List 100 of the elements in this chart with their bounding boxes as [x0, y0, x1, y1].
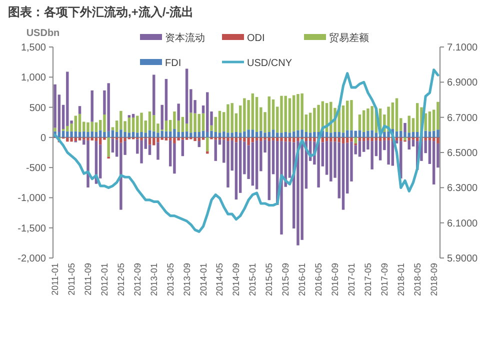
bar — [103, 90, 106, 115]
bar — [164, 131, 168, 138]
bar — [160, 137, 164, 140]
bar — [70, 137, 73, 142]
bar — [395, 131, 398, 138]
bar — [350, 100, 353, 130]
bar — [362, 132, 366, 138]
bar — [152, 74, 156, 116]
x-tick-label: 2014-09 — [231, 263, 242, 296]
legend-label: FDI — [165, 58, 182, 69]
bar — [144, 120, 147, 133]
bar — [156, 124, 160, 133]
bar — [362, 137, 366, 142]
bar — [124, 137, 126, 142]
bar — [387, 131, 390, 138]
bar — [404, 132, 406, 138]
bar — [292, 131, 296, 138]
bar — [190, 112, 192, 133]
x-tick-label: 2012-01 — [99, 263, 110, 296]
y2-tick-label: 6.9000 — [447, 78, 478, 89]
bar — [168, 131, 172, 138]
bar — [173, 137, 176, 144]
bar — [334, 142, 336, 178]
x-tick-label: 2017-09 — [379, 263, 390, 296]
bar — [370, 106, 374, 130]
bar — [124, 141, 126, 155]
bar — [107, 131, 110, 138]
bar — [164, 120, 168, 132]
bar — [148, 130, 152, 138]
x-tick-label: 2016-05 — [314, 263, 324, 296]
bar — [247, 137, 250, 146]
bar — [198, 141, 201, 148]
bar — [185, 131, 188, 138]
x-tick-label: 2012-05 — [116, 263, 126, 296]
bar — [238, 137, 242, 140]
bar — [255, 132, 258, 138]
bar — [313, 137, 316, 142]
bar — [132, 114, 135, 118]
bar — [313, 108, 316, 132]
bar — [428, 137, 432, 140]
y-axis-title: USDbn — [26, 28, 60, 39]
bar — [230, 103, 234, 133]
bar — [222, 112, 226, 132]
x-tick-label: 2018-09 — [428, 263, 439, 296]
bar — [234, 142, 238, 200]
bar — [181, 140, 184, 156]
y2-tick-label: 5.9000 — [447, 254, 478, 264]
bar — [173, 128, 176, 138]
y2-tick-label: 6.7000 — [447, 112, 478, 124]
bar — [436, 143, 440, 168]
bar — [218, 110, 222, 133]
bar — [140, 140, 143, 164]
bar — [424, 137, 427, 140]
bar — [90, 90, 94, 122]
bar — [251, 137, 254, 142]
bar — [198, 132, 201, 138]
bar — [308, 132, 312, 138]
bar — [346, 137, 349, 143]
bar — [342, 137, 345, 144]
bar — [226, 137, 230, 142]
bar — [132, 132, 135, 138]
bar — [358, 114, 362, 130]
y-tick-label: -1,500 — [18, 223, 46, 234]
x-tick-label: 2015-01 — [248, 263, 258, 296]
bar — [210, 112, 213, 126]
bar — [432, 130, 436, 138]
bar — [136, 139, 139, 154]
bar — [404, 137, 406, 140]
bar — [243, 137, 246, 142]
bar — [124, 121, 126, 132]
x-tick-label: 2016-09 — [330, 263, 340, 296]
bar — [276, 106, 279, 133]
x-tick-label: 2015-09 — [280, 263, 291, 296]
bar — [383, 132, 386, 138]
bar — [280, 96, 283, 133]
bar — [58, 94, 61, 132]
bar — [255, 137, 258, 140]
bar — [74, 137, 77, 142]
bar — [358, 141, 362, 157]
x-tick-label: 2013-05 — [165, 263, 176, 296]
bar — [400, 118, 402, 131]
bar — [190, 132, 192, 138]
bar — [156, 132, 160, 138]
bar — [330, 132, 332, 138]
legend-label: 贸易差额 — [329, 32, 369, 44]
bar — [86, 140, 90, 188]
bar — [280, 137, 283, 142]
bar — [206, 137, 209, 152]
bar — [383, 140, 386, 150]
bar — [54, 84, 56, 128]
bar — [206, 132, 209, 138]
bar — [260, 141, 262, 172]
bar — [288, 142, 292, 178]
bar — [412, 132, 415, 138]
bar — [181, 137, 184, 140]
bar — [288, 98, 292, 133]
bar — [78, 114, 82, 132]
bar — [66, 137, 69, 142]
bar — [308, 137, 312, 142]
bar — [272, 99, 275, 130]
